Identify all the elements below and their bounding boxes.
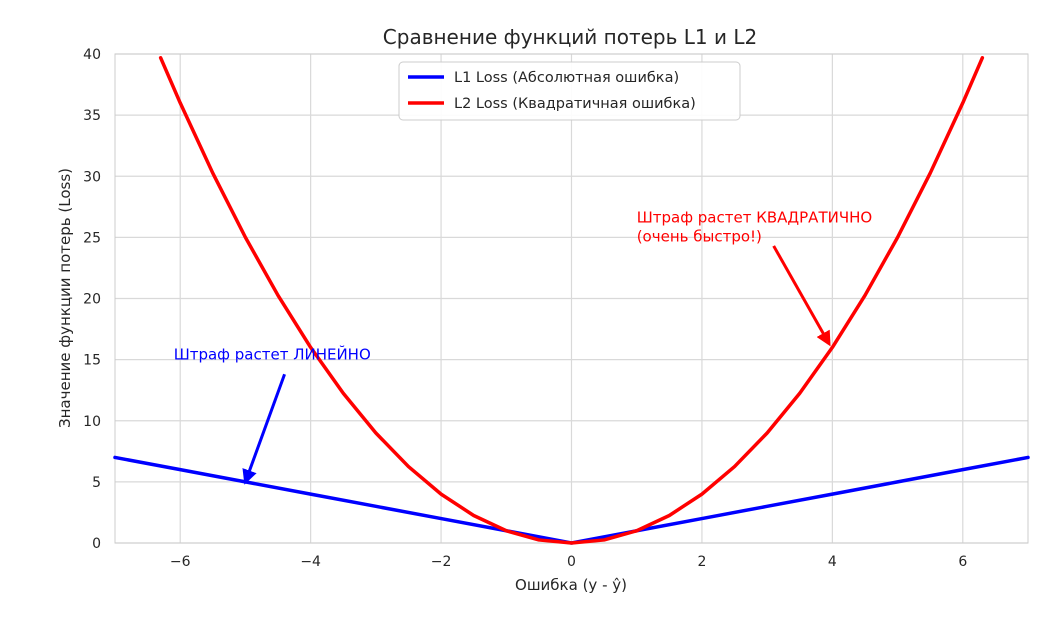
y-tick-label: 5: [92, 475, 101, 491]
y-tick-label: 25: [83, 230, 101, 246]
legend: L1 Loss (Абсолютная ошибка) L2 Loss (Ква…: [398, 61, 741, 121]
y-tick-label: 0: [92, 536, 101, 552]
annotation-text: Штраф растет ЛИНЕЙНО: [174, 345, 371, 364]
annotations: Штраф растет ЛИНЕЙНО Штраф растет КВАДРАТ…: [174, 209, 873, 485]
x-tick-labels: −6 −4 −2 0 2 4 6: [170, 554, 967, 570]
series-line-l2: [158, 56, 985, 545]
annotation-arrow: [242, 373, 286, 485]
chart-title: Сравнение функций потерь L1 и L2: [383, 25, 757, 49]
y-axis-label: Значение функции потерь (Loss): [56, 168, 74, 428]
grid-lines: [115, 53, 1028, 544]
legend-label-l1: L1 Loss (Абсолютная ошибка): [454, 70, 679, 86]
y-tick-label: 35: [83, 108, 101, 124]
y-tick-label: 40: [83, 47, 101, 63]
x-tick-label: 0: [567, 554, 576, 570]
x-axis-label: Ошибка (y - ŷ): [515, 576, 627, 594]
y-tick-label: 20: [83, 292, 101, 308]
x-tick-label: 4: [828, 554, 837, 570]
y-tick-label: 15: [83, 353, 101, 369]
y-tick-labels: 0 5 10 15 20 25 30 35 40: [83, 47, 101, 552]
series-lines: [113, 56, 1030, 545]
legend-label-l2: L2 Loss (Квадратичная ошибка): [454, 96, 696, 112]
y-tick-label: 30: [83, 169, 101, 185]
x-tick-label: −4: [300, 554, 321, 570]
x-tick-label: 2: [697, 554, 706, 570]
y-tick-label: 10: [83, 414, 101, 430]
annotation-text: Штраф растет КВАДРАТИЧНО (очень быстро!): [637, 209, 873, 246]
x-tick-label: −2: [431, 554, 452, 570]
legend-box: [398, 61, 741, 121]
x-tick-label: −6: [170, 554, 191, 570]
x-tick-label: 6: [958, 554, 967, 570]
annotation-arrow: [772, 245, 831, 347]
